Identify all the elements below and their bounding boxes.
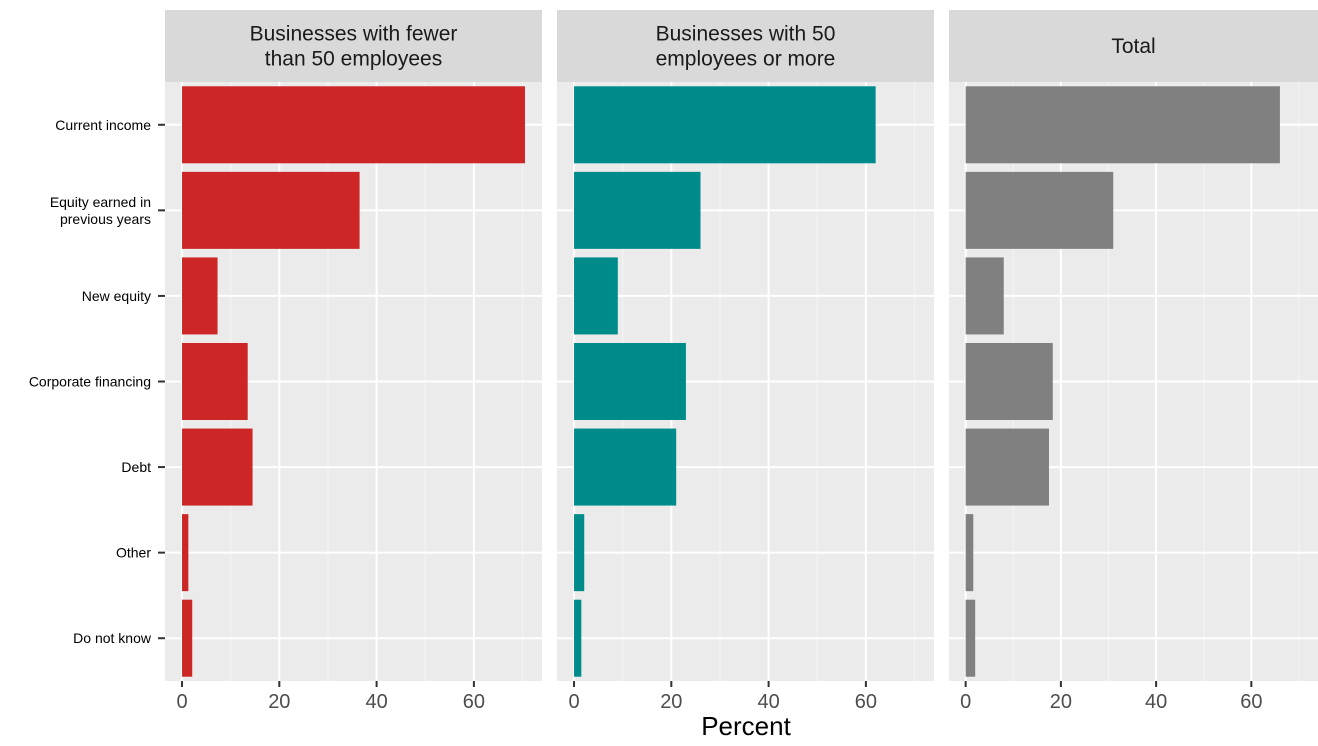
bar [965, 171, 1114, 249]
x-tick-label: 20 [660, 691, 682, 713]
x-tick-label: 0 [176, 691, 187, 713]
bar [182, 342, 248, 421]
x-axis-title: Percent [701, 711, 791, 741]
y-tick-label: Other [116, 545, 151, 561]
y-tick-label: previous years [60, 211, 151, 227]
y-tick-label: Current income [55, 117, 151, 133]
bar [182, 86, 525, 164]
x-tick-label: 20 [1050, 691, 1072, 713]
bar [574, 428, 677, 506]
bar [965, 428, 1049, 506]
bar [965, 257, 1004, 335]
bar [182, 428, 253, 506]
y-tick-label: New equity [82, 288, 151, 304]
bar [965, 86, 1280, 164]
bar [574, 599, 582, 677]
bar [182, 171, 360, 249]
y-tick-label: Do not know [73, 630, 152, 646]
x-tick-label: 0 [960, 691, 971, 713]
facet-title: Businesses with 50 [656, 23, 836, 46]
x-tick-label: 60 [463, 691, 485, 713]
facet-title: Businesses with fewer [250, 23, 458, 46]
x-tick-label: 60 [855, 691, 877, 713]
bar [965, 599, 976, 677]
y-tick-label: Debt [121, 459, 151, 475]
facet-title: Total [1111, 35, 1155, 58]
x-tick-label: 40 [1145, 691, 1167, 713]
x-tick-label: 0 [568, 691, 579, 713]
facet-strip [165, 10, 542, 82]
facet-title: than 50 employees [265, 48, 442, 71]
bar [182, 599, 193, 677]
bar [182, 257, 218, 335]
bar [574, 514, 585, 592]
x-tick-label: 60 [1240, 691, 1262, 713]
y-tick-label: Equity earned in [50, 194, 151, 210]
x-tick-label: 20 [268, 691, 290, 713]
facet-strip [557, 10, 934, 82]
facet-strip [949, 10, 1318, 82]
facet-panel-3: Total 0 20 40 60 [949, 10, 1318, 713]
bar [574, 171, 701, 249]
bar [574, 257, 618, 335]
facet-title: employees or more [656, 48, 836, 71]
bar [182, 514, 189, 592]
bar [965, 514, 974, 592]
x-tick-label: 40 [757, 691, 779, 713]
x-tick-label: 40 [365, 691, 387, 713]
bar [574, 342, 686, 421]
y-tick-label: Corporate financing [29, 374, 151, 390]
bar [965, 342, 1053, 421]
bar [574, 86, 876, 164]
